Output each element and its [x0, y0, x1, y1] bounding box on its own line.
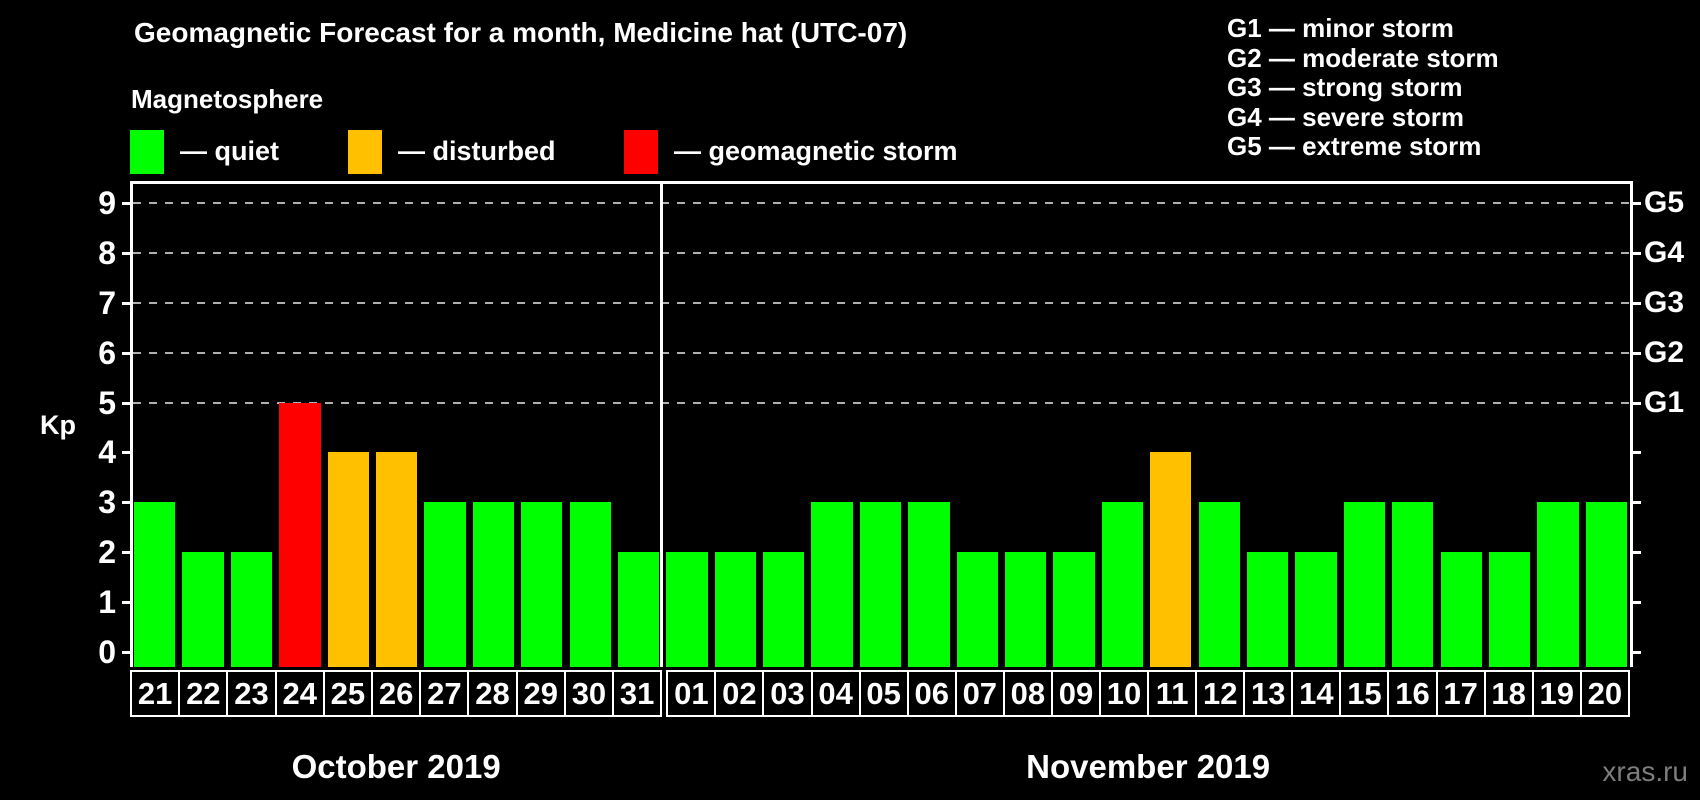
day-cell-25: 25: [322, 672, 371, 715]
right-axis-label-g3: G3: [1644, 285, 1685, 319]
y-tick-label-3: 3: [98, 484, 116, 521]
day-cell-18: 18: [1483, 672, 1532, 715]
y-tick-right-8: [1632, 251, 1641, 255]
day-cell-01: 01: [674, 676, 709, 711]
day-cell-20: 20: [1579, 672, 1628, 715]
day-cell-16: 16: [1387, 672, 1435, 715]
day-cell-09: 09: [1050, 672, 1099, 715]
day-row-november: 01 02 03 04 05 06 07 08 09 10 11 12 13 14 15 16 17 18 19 20: [666, 670, 1630, 717]
legend-swatch-storm: [624, 130, 658, 174]
day-row-october: 21 22 23 24 25 26 27 28 29 30 31: [130, 670, 663, 717]
y-tick-label-8: 8: [98, 234, 116, 271]
day-cell-15: 15: [1339, 672, 1387, 715]
y-tick-label-0: 0: [98, 634, 116, 670]
y-tick-label-5: 5: [98, 384, 116, 421]
day-cell-31: 31: [612, 672, 660, 715]
day-cell-11: 11: [1147, 672, 1195, 715]
day-cell-30: 30: [563, 672, 612, 715]
day-cell-23: 23: [226, 672, 274, 715]
day-cell-07: 07: [954, 672, 1003, 715]
kp-axis-label: Kp: [40, 410, 76, 440]
legend-swatch-disturbed: [348, 130, 382, 174]
legend-label-quiet: — quiet: [180, 136, 279, 166]
y-tick-label-6: 6: [98, 334, 116, 371]
day-cell-02: 02: [714, 672, 762, 715]
day-cell-06: 06: [906, 672, 955, 715]
day-cell-14: 14: [1291, 672, 1339, 715]
y-tick-right-4: [1632, 451, 1641, 455]
day-cell-19: 19: [1531, 672, 1580, 715]
y-tick-label-4: 4: [98, 434, 116, 471]
day-cell-10: 10: [1099, 672, 1147, 715]
day-cell-22: 22: [178, 672, 226, 715]
day-cell-13: 13: [1243, 672, 1291, 715]
right-axis-label-g2: G2: [1644, 335, 1685, 369]
day-cell-27: 27: [419, 672, 467, 715]
page-title: Geomagnetic Forecast for a month, Medici…: [134, 17, 908, 48]
day-cell-24: 24: [274, 672, 323, 715]
y-tick-label-2: 2: [98, 534, 116, 571]
y-tick-right-6: [1632, 351, 1641, 355]
y-tick-label-1: 1: [98, 584, 116, 621]
day-cell-08: 08: [1002, 672, 1051, 715]
right-axis-label-g1: G1: [1644, 385, 1685, 419]
y-tick-right-0: [1632, 651, 1641, 654]
day-cell-03: 03: [762, 672, 810, 715]
y-tick-right-2: [1632, 551, 1641, 555]
day-cell-29: 29: [515, 672, 564, 715]
legend-label-disturbed: — disturbed: [398, 136, 556, 166]
day-cell-04: 04: [810, 672, 859, 715]
legend-swatch-quiet: [130, 130, 164, 174]
plot-area: [130, 181, 1633, 667]
y-tick-right-1: [1632, 601, 1641, 605]
day-cell-05: 05: [858, 672, 907, 715]
y-tick-right-3: [1632, 501, 1641, 505]
g-scale-legend: G1 — minor storm G2 — moderate storm G3 — …: [1227, 13, 1499, 162]
day-cell-28: 28: [467, 672, 515, 715]
g-scale-line-5: G5 — extreme storm: [1227, 131, 1482, 161]
day-cell-26: 26: [371, 672, 419, 715]
y-tick-right-5: [1632, 401, 1641, 405]
y-tick-right-9: [1632, 201, 1641, 205]
right-axis-label-g4: G4: [1644, 235, 1685, 269]
day-cell-12: 12: [1195, 672, 1243, 715]
y-tick-label-9: 9: [98, 184, 116, 221]
legend-label-storm: — geomagnetic storm: [674, 136, 958, 166]
day-cell-17: 17: [1435, 672, 1484, 715]
legend-heading: Magnetosphere: [131, 84, 324, 114]
g-scale-line-4: G4 — severe storm: [1227, 101, 1465, 132]
g-scale-line-2: G2 — moderate storm: [1227, 42, 1499, 73]
month-label-october: October 2019: [291, 748, 501, 785]
watermark: xras.ru: [1602, 756, 1688, 787]
g-scale-line-1: G1 — minor storm: [1227, 13, 1454, 43]
day-cell-21: 21: [137, 676, 173, 711]
y-tick-right-7: [1632, 301, 1641, 305]
right-axis-label-g5: G5: [1644, 185, 1685, 219]
y-tick-label-7: 7: [98, 284, 116, 321]
magnetosphere-legend: — quiet — disturbed — geomagnetic storm: [0, 130, 1000, 178]
month-label-november: November 2019: [1026, 748, 1271, 785]
g-scale-line-3: G3 — strong storm: [1227, 72, 1463, 102]
